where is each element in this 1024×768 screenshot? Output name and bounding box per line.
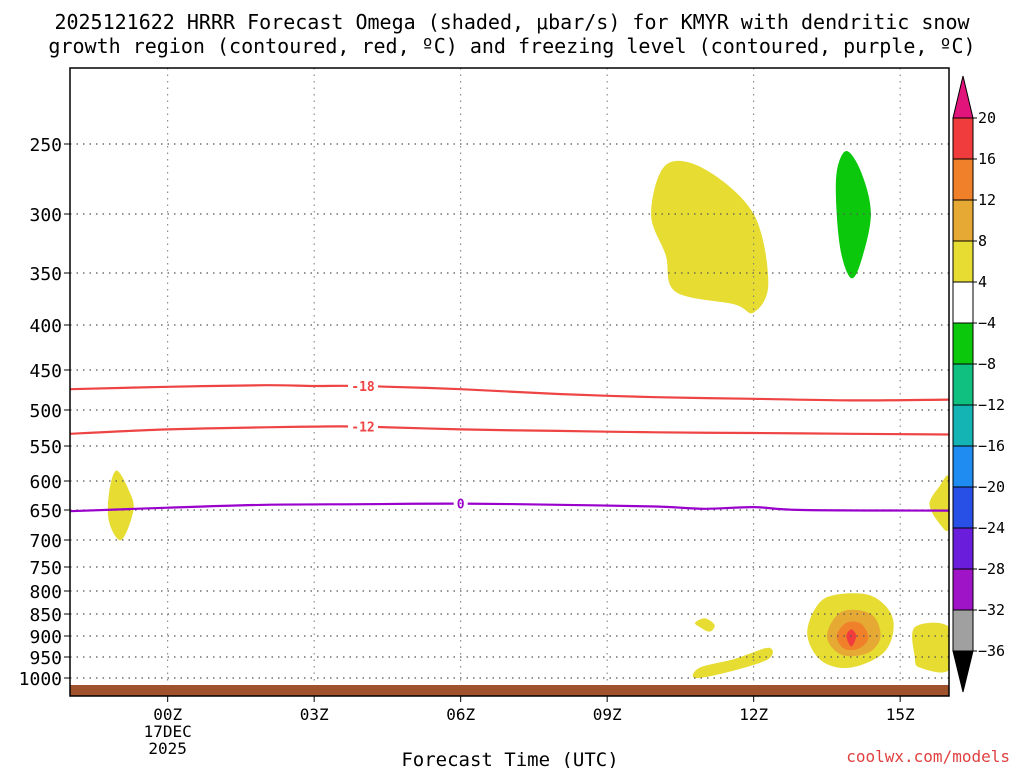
x-tick-label: 09Z	[593, 705, 622, 724]
omega-region-low-small-blob	[694, 618, 715, 632]
x-tick-label: 06Z	[446, 705, 475, 724]
colorbar-band	[952, 240, 974, 283]
colorbar-band	[952, 322, 974, 365]
colorbar-label: 20	[978, 109, 996, 127]
chart-title-line1: 2025121622 HRRR Forecast Omega (shaded, …	[54, 10, 970, 34]
colorbar-label: −36	[978, 642, 1005, 660]
y-tick-label: 700	[29, 531, 62, 552]
watermark: coolwx.com/models	[846, 747, 1010, 766]
plot-content: -18 -12 0	[70, 68, 949, 696]
axes: 2503003504004505005506006507007508008509…	[19, 67, 950, 758]
colorbar-bottom-arrow	[952, 650, 974, 693]
omega-region-upper-positive	[651, 160, 769, 314]
colorbar-band	[952, 527, 974, 570]
colorbar-band	[952, 568, 974, 611]
x-axis-label: Forecast Time (UTC)	[401, 749, 618, 768]
y-tick-label: 650	[29, 501, 62, 522]
omega-region-low-core-center	[846, 629, 857, 647]
colorbar-band	[952, 445, 974, 488]
y-tick-label: 450	[29, 361, 62, 382]
colorbar: 20 16 12 8 4 −4 −8 −12 −16 −20 −24 −28 −32 −36	[952, 75, 1005, 693]
colorbar-label: −16	[978, 437, 1005, 455]
colorbar-label: −32	[978, 601, 1005, 619]
y-tick-label: 950	[29, 648, 62, 669]
omega-region-right-low-positive	[912, 622, 949, 673]
y-tick-label: 350	[29, 264, 62, 285]
colorbar-label: 4	[978, 273, 987, 291]
contour-dgz-bottom	[70, 425, 949, 436]
y-tick-label: 550	[29, 437, 62, 458]
y-tick-label: 750	[29, 558, 62, 579]
colorbar-band	[952, 281, 974, 324]
x-tick-year: 2025	[148, 739, 187, 758]
contour-label-bg	[348, 379, 378, 393]
contour-label-dgz-top: -18	[351, 380, 375, 395]
y-tick-label: 400	[29, 316, 62, 337]
colorbar-band	[952, 609, 974, 652]
colorbar-band	[952, 404, 974, 447]
y-tick-label: 850	[29, 605, 62, 626]
omega-region-left-positive	[107, 470, 134, 541]
y-tick-label: 1000	[19, 669, 62, 690]
omega-region-upper-negative	[835, 151, 871, 279]
colorbar-label: −24	[978, 519, 1005, 537]
colorbar-label: −12	[978, 396, 1005, 414]
colorbar-top-arrow	[952, 75, 974, 119]
y-tick-label: 600	[29, 472, 62, 493]
chart-title-line2: growth region (contoured, red, ºC) and f…	[48, 34, 975, 58]
colorbar-band	[952, 117, 974, 160]
colorbar-band	[952, 199, 974, 242]
colorbar-label: −20	[978, 478, 1005, 496]
contour-label-bg	[348, 419, 378, 434]
contour-dgz-top	[70, 384, 949, 402]
ground-band	[70, 685, 949, 696]
colorbar-label: 8	[978, 232, 987, 250]
plot-frame	[69, 67, 950, 697]
colorbar-band	[952, 158, 974, 201]
x-tick-label: 12Z	[739, 705, 768, 724]
colorbar-band	[952, 486, 974, 529]
y-tick-label: 800	[29, 582, 62, 603]
x-tick-label: 15Z	[886, 705, 915, 724]
omega-region-right-edge-positive	[929, 475, 949, 532]
y-tick-label: 900	[29, 627, 62, 648]
plot-area: -18 -12 0	[70, 68, 949, 696]
colorbar-label: −4	[978, 314, 996, 332]
contour-label-dgz-bottom: -12	[351, 421, 374, 436]
contour-freezing-level	[70, 502, 949, 513]
omega-region-low-elongated	[692, 647, 773, 679]
y-tick-label: 300	[29, 205, 62, 226]
colorbar-label: −28	[978, 560, 1005, 578]
colorbar-label: −8	[978, 355, 996, 373]
x-tick-date: 17DEC	[144, 722, 192, 741]
contour-label-bg	[453, 496, 468, 511]
colorbar-band	[952, 363, 974, 406]
y-tick-label: 250	[29, 135, 62, 156]
x-tick-label: 00Z	[153, 705, 182, 724]
contour-label-freezing-level: 0	[457, 498, 465, 513]
colorbar-label: 12	[978, 191, 996, 209]
x-tick-label: 03Z	[300, 705, 329, 724]
y-tick-label: 500	[29, 401, 62, 422]
colorbar-label: 16	[978, 150, 996, 168]
